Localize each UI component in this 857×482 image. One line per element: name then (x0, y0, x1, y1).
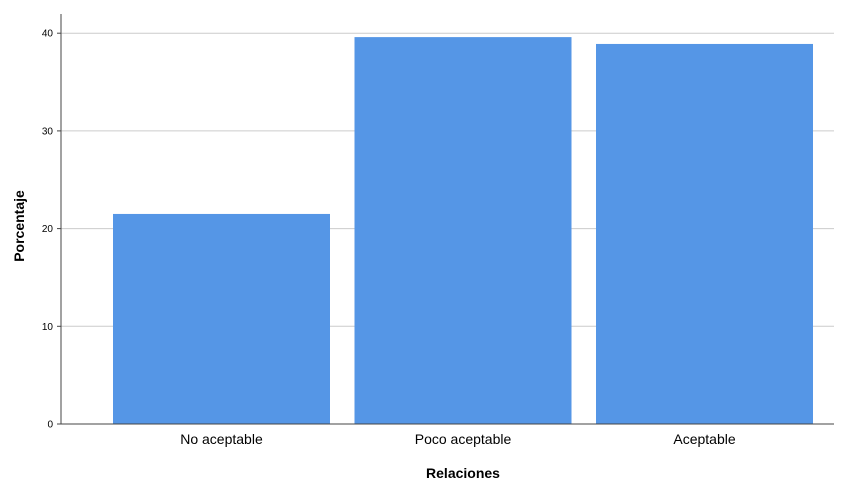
y-tick-labels: 0 10 20 30 40 (42, 29, 61, 431)
y-tick-label: 20 (42, 224, 54, 235)
x-axis-title: Relaciones (426, 465, 500, 481)
bar-poco-aceptable (354, 37, 572, 424)
bar-aceptable (596, 43, 813, 425)
bar-no-aceptable (113, 213, 330, 424)
y-tick-label: 30 (42, 126, 54, 137)
x-tick-label: Aceptable (673, 431, 735, 447)
x-tick-labels: No aceptable Poco aceptable Aceptable (180, 431, 736, 447)
x-tick-label: No aceptable (180, 431, 263, 447)
y-axis-title: Porcentaje (11, 190, 27, 262)
y-tick-label: 0 (47, 420, 53, 431)
y-tick-label: 10 (42, 322, 54, 333)
axes (60, 14, 834, 425)
bars (113, 37, 813, 425)
y-tick-label: 40 (42, 29, 54, 40)
x-tick-label: Poco aceptable (415, 431, 512, 447)
